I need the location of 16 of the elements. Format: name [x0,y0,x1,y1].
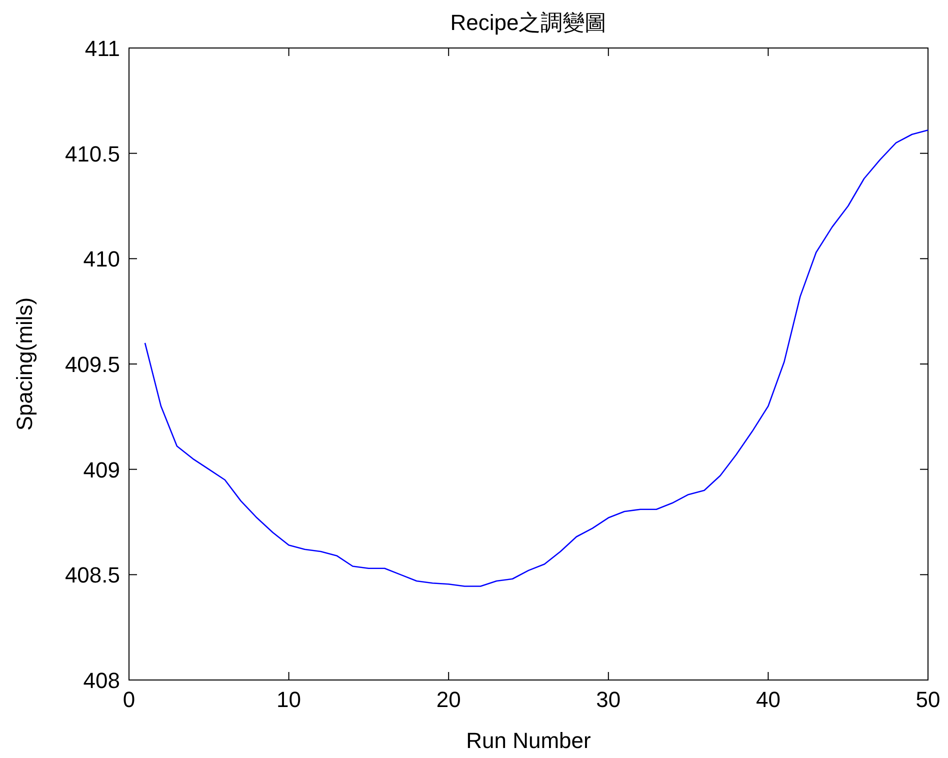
y-tick-label: 408.5 [64,562,120,588]
y-tick-label: 410.5 [64,141,120,166]
y-tick-label: 411 [84,36,120,61]
x-tick-label: 10 [276,687,302,712]
x-tick-label: 30 [596,687,621,712]
chart-title: Recipe之調變圖 [450,10,607,35]
y-tick-label: 410 [83,246,120,272]
x-axis-title: Run Number [466,728,591,753]
y-tick-label: 408 [83,668,120,693]
x-tick-label: 20 [436,687,461,712]
x-tick-label: 40 [756,687,780,712]
x-tick-label: 0 [122,687,136,712]
y-tick-label: 409 [83,457,120,482]
x-tick-label: 50 [916,687,940,712]
y-axis-title: Spacing(mils) [12,297,37,431]
y-tick-label: 409.5 [64,352,120,377]
